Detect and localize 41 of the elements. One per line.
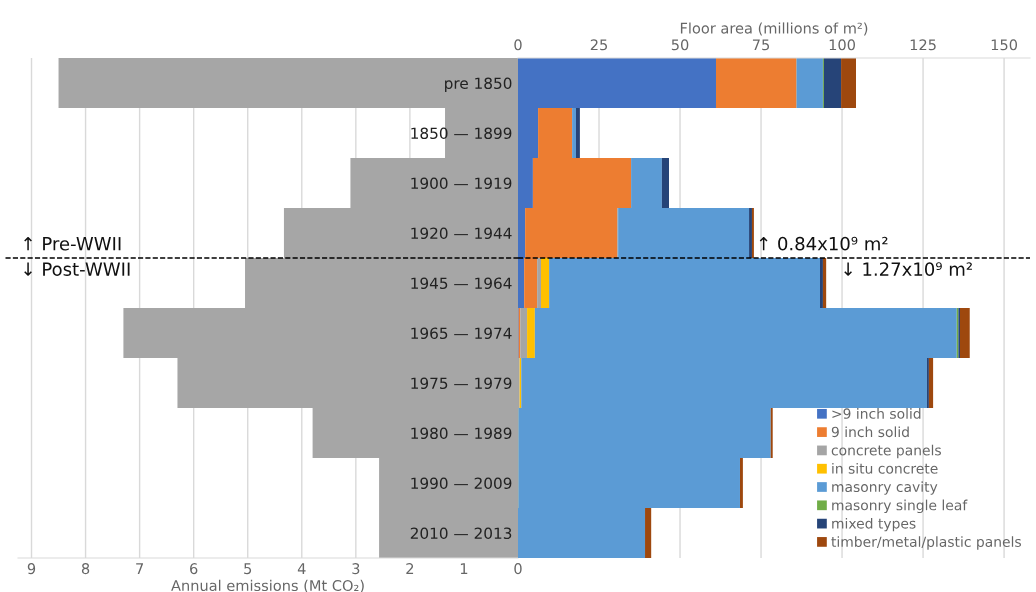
legend-label: 9 inch solid <box>831 426 909 438</box>
y-tick-label: 1980 — 1989 <box>411 427 512 440</box>
x-tick-label: 125 <box>910 39 936 51</box>
x-tick-label: 2 <box>406 563 414 574</box>
y-tick-label: pre 1850 <box>445 77 512 92</box>
y-tick-label: 1945 — 1964 <box>411 277 512 290</box>
x-tick-label: 0 <box>514 39 522 51</box>
x-tick-label: 75 <box>752 39 770 51</box>
legend-label: >9 inch solid <box>832 408 921 419</box>
annotation: ↓ 1.27x10⁹ m² <box>844 262 972 276</box>
x-tick-label: 100 <box>829 39 855 51</box>
x-axis-title: Floor area (millions of m²) <box>680 22 868 36</box>
x-tick-label: 25 <box>590 39 608 51</box>
x-tick-label: 6 <box>190 563 198 575</box>
legend-label: mixed types <box>832 517 916 532</box>
x-axis-title: Annual emissions (Mt CO₂) <box>171 579 364 592</box>
y-tick-label: 1975 — 1979 <box>411 377 512 390</box>
y-tick-label: 1920 — 1944 <box>411 227 512 240</box>
legend-label: in situ concrete <box>832 463 938 474</box>
annotation: ↑ 0.84x10⁹ m² <box>759 236 888 251</box>
y-tick-label: 1900 — 1919 <box>411 177 512 190</box>
x-tick-label: 3 <box>352 563 360 575</box>
y-tick-label: 1990 — 2009 <box>411 477 512 490</box>
legend-label: timber/metal/plastic panels <box>831 536 1021 550</box>
y-tick-label: 1965 — 1974 <box>411 327 512 340</box>
x-tick-label: 0 <box>514 563 522 575</box>
x-tick-label: 8 <box>81 563 90 575</box>
y-tick-label: 1850 — 1899 <box>411 127 512 140</box>
x-tick-label: 7 <box>136 563 144 574</box>
legend-label: masonry cavity <box>832 481 938 495</box>
annotation: ↑ Pre-WWII <box>24 237 121 251</box>
y-tick-label: 2010 — 2013 <box>410 527 512 540</box>
x-tick-label: 9 <box>27 563 36 575</box>
annotation: ↓ Post-WWII <box>24 262 130 276</box>
x-tick-label: 1 <box>460 563 468 574</box>
x-tick-label: 5 <box>244 563 252 575</box>
legend-label: masonry single leaf <box>832 499 968 514</box>
x-tick-label: 4 <box>297 563 306 574</box>
x-tick-label: 50 <box>671 39 689 51</box>
x-tick-label: 150 <box>991 39 1018 51</box>
legend-label: concrete panels <box>831 444 941 459</box>
